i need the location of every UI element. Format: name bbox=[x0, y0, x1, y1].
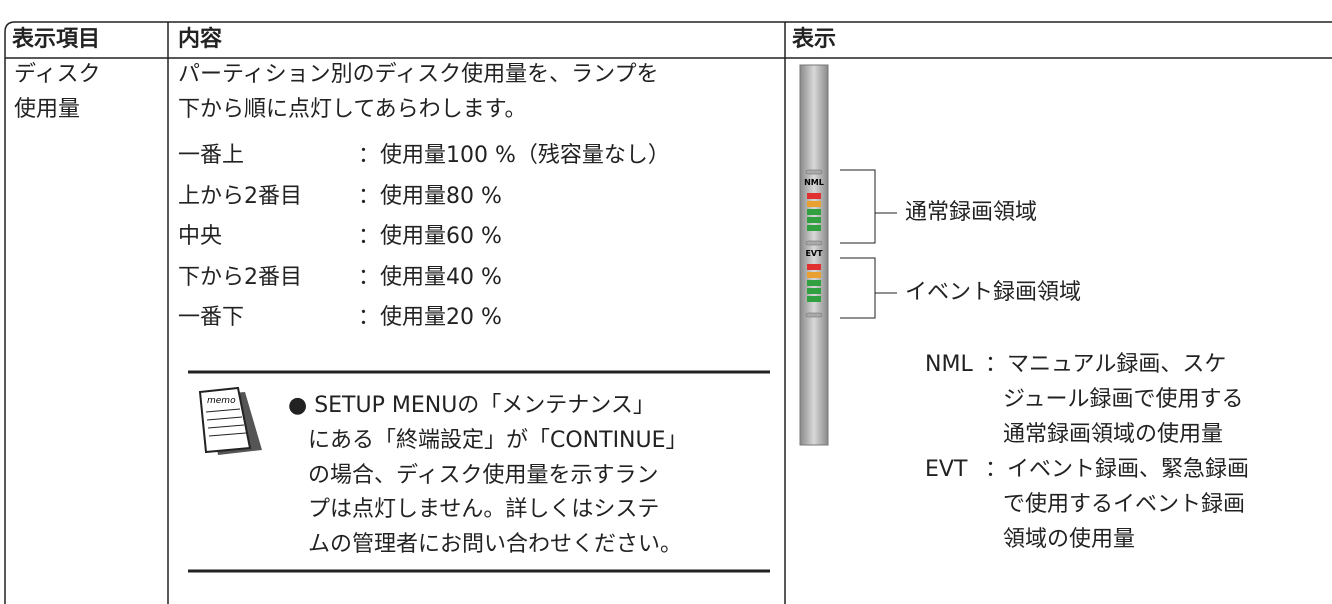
header-cell: 内容 bbox=[178, 27, 223, 52]
intro-text: 下から順に点灯してあらわします。 bbox=[178, 97, 527, 122]
note-line: 領域の使用量 bbox=[1003, 527, 1136, 552]
memo-icon: memo bbox=[198, 386, 262, 455]
level-name: 一番下 bbox=[178, 305, 245, 330]
note-term: EVT bbox=[925, 457, 968, 482]
header-cell: 表示項目 bbox=[12, 27, 101, 52]
memo-line: ムの管理者にお問い合わせください。 bbox=[308, 532, 683, 558]
level-value: ：使用量40 % bbox=[358, 264, 502, 290]
region-label: イベント録画領域 bbox=[905, 280, 1082, 305]
level-value: ：使用量20 % bbox=[358, 305, 502, 330]
note-line: ：イベント録画、緊急録画 bbox=[985, 457, 1250, 482]
disk-meter: NML EVT bbox=[799, 64, 829, 446]
level-value: ：使用量80 % bbox=[358, 183, 502, 209]
note-line: ：マニュアル録画、スケ bbox=[985, 352, 1227, 377]
note-term: NML bbox=[925, 352, 973, 377]
bracket bbox=[840, 257, 897, 319]
header-cell: 表示 bbox=[792, 27, 837, 52]
bracket bbox=[840, 169, 897, 244]
item-text: ディスク bbox=[14, 62, 101, 87]
memo-line: ● SETUP MENUの「メンテナンス」 bbox=[288, 393, 655, 418]
level-name: 上から2番目 bbox=[178, 183, 302, 209]
note-line: ジュール録画で使用する bbox=[1003, 387, 1244, 412]
level-name: 中央 bbox=[178, 224, 223, 249]
level-value: ：使用量100 %（残容量なし） bbox=[358, 143, 670, 168]
memo-line: の場合、ディスク使用量を示すラン bbox=[308, 462, 659, 488]
level-name: 一番上 bbox=[178, 143, 245, 168]
memo-icon-label: memo bbox=[207, 396, 236, 406]
memo-line: プは点灯しません。詳しくはシステ bbox=[308, 497, 660, 523]
item-text: 使用量 bbox=[14, 97, 81, 122]
note-line: 通常録画領域の使用量 bbox=[1003, 422, 1224, 447]
memo-line: にある「終端設定」が「CONTINUE」 bbox=[308, 427, 688, 453]
level-value: ：使用量60 % bbox=[358, 224, 502, 249]
level-name: 下から2番目 bbox=[178, 264, 302, 290]
note-line: で使用するイベント録画 bbox=[1003, 492, 1246, 517]
meter-label: NML bbox=[804, 178, 824, 187]
meter-label: EVT bbox=[805, 249, 823, 258]
region-label: 通常録画領域 bbox=[905, 200, 1038, 225]
intro-text: パーティション別のディスク使用量を、ランプを bbox=[178, 62, 659, 87]
table-border bbox=[4, 21, 1332, 604]
